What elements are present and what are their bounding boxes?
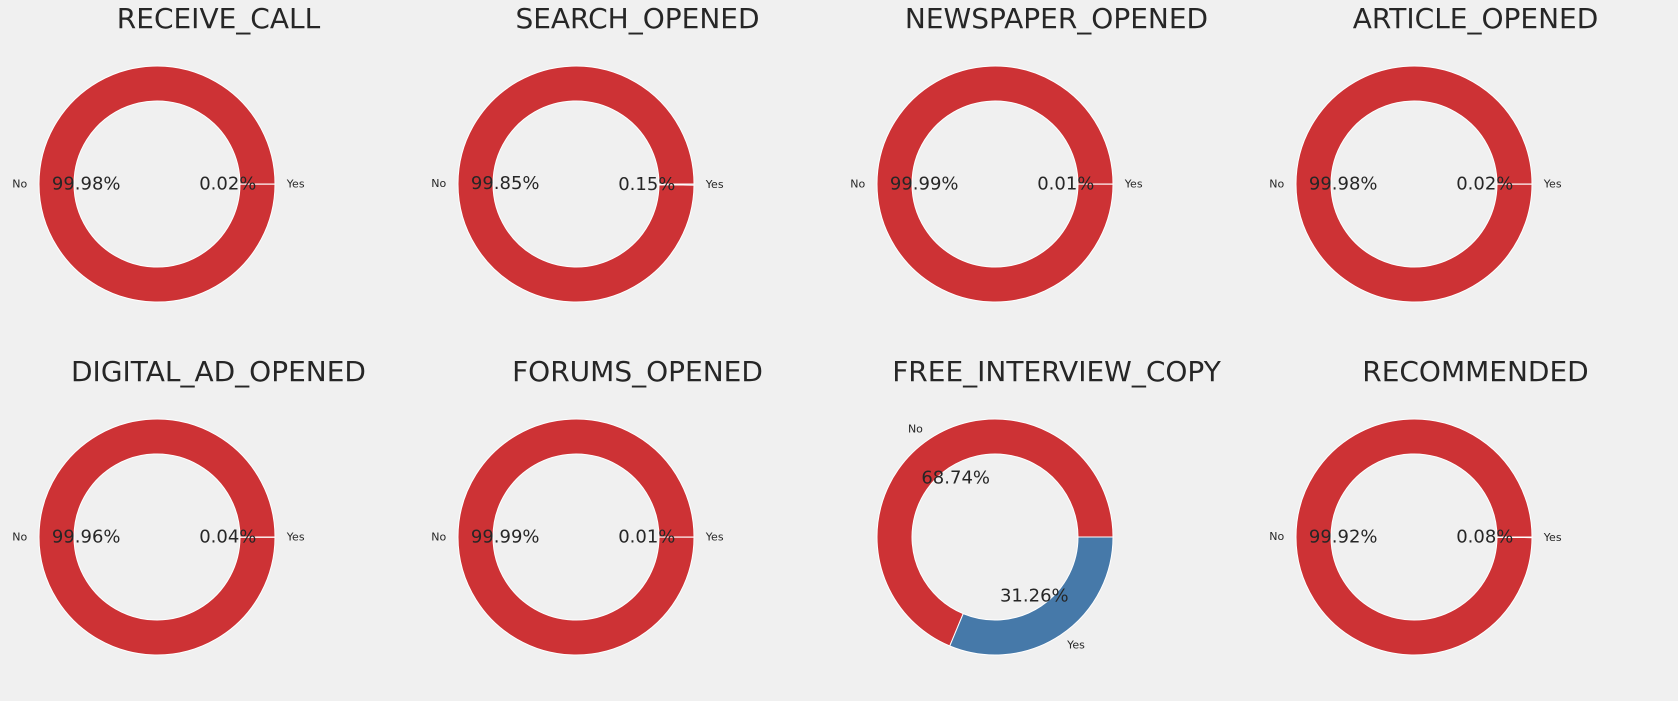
donut-chart: 99.99% No 0.01% Yes xyxy=(847,0,1266,348)
pie-value-label: 99.99% xyxy=(471,526,540,547)
pie-category-label: Yes xyxy=(286,531,305,544)
pie-category-label: No xyxy=(12,177,27,190)
pie-value-label: 0.02% xyxy=(199,174,256,195)
pie-category-label: No xyxy=(431,177,446,190)
pie-category-label: Yes xyxy=(705,531,724,544)
pie-value-label: 68.74% xyxy=(921,468,990,489)
donut-chart: 99.96% No 0.04% Yes xyxy=(9,353,428,701)
donut-chart: 99.92% No 0.08% Yes xyxy=(1266,353,1678,701)
pie-category-label: Yes xyxy=(705,178,724,191)
pie-value-label: 0.08% xyxy=(1456,527,1513,548)
pie-value-label: 0.01% xyxy=(618,527,675,548)
pie-category-label: Yes xyxy=(1543,531,1562,544)
pie-value-label: 99.85% xyxy=(471,173,540,194)
pie-value-label: 99.98% xyxy=(1309,173,1378,194)
pie-value-label: 0.04% xyxy=(199,527,256,548)
pie-category-label: No xyxy=(431,530,446,543)
pie-category-label: Yes xyxy=(1124,178,1143,191)
pie-value-label: 99.98% xyxy=(52,173,121,194)
pie-value-label: 99.99% xyxy=(890,173,959,194)
donut-chart: 99.85% No 0.15% Yes xyxy=(428,0,847,348)
pie-category-label: Yes xyxy=(286,178,305,191)
pie-value-label: 0.02% xyxy=(1456,174,1513,195)
pie-category-label: No xyxy=(850,177,865,190)
pie-value-label: 0.01% xyxy=(1037,174,1094,195)
donut-chart: 99.99% No 0.01% Yes xyxy=(428,353,847,701)
pie-category-label: No xyxy=(908,423,923,436)
donut-chart: 68.74% No 31.26% Yes xyxy=(847,353,1266,701)
pie-value-label: 99.92% xyxy=(1309,526,1378,547)
pie-category-label: No xyxy=(1269,530,1284,543)
pie-value-label: 0.15% xyxy=(618,174,675,195)
pie-category-label: No xyxy=(12,530,27,543)
donut-chart: 99.98% No 0.02% Yes xyxy=(9,0,428,348)
pie-value-label: 99.96% xyxy=(52,526,121,547)
pie-category-label: Yes xyxy=(1066,638,1085,651)
pie-category-label: No xyxy=(1269,177,1284,190)
pie-value-label: 31.26% xyxy=(1000,585,1069,606)
pie-category-label: Yes xyxy=(1543,178,1562,191)
donut-chart: 99.98% No 0.02% Yes xyxy=(1266,0,1678,348)
